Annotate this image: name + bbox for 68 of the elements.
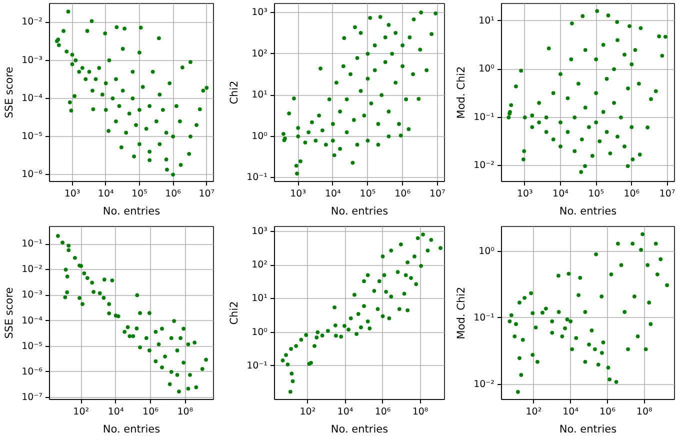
x-tick-label: 10⁴ (324, 188, 342, 200)
y-tick-label: 10⁻² (474, 379, 495, 390)
x-tick-label: 10² (300, 406, 316, 418)
y-tick-label: 10⁻¹ (246, 172, 268, 184)
y-tick-label: 10¹ (478, 15, 495, 26)
x-tick-label: 10⁴ (98, 188, 114, 200)
x-tick-label: 10⁸ (412, 406, 428, 418)
y-tick-label: 10⁻⁴ (22, 315, 43, 326)
x-axis-title: No. entries (102, 206, 160, 218)
y-tick-label: 10⁻¹ (246, 360, 268, 372)
y-axis-title: Chi2 (228, 80, 241, 104)
y-axis-title: Chi2 (228, 301, 241, 325)
y-tick-label: 10⁻² (474, 160, 495, 172)
x-axis-title: No. entries (559, 206, 617, 218)
x-tick-label: 10⁶ (600, 406, 616, 418)
y-tick-label: 10⁻⁶ (22, 366, 43, 378)
y-tick-label: 10⁻¹ (474, 312, 495, 324)
y-tick-label: 10⁻¹ (474, 112, 495, 123)
y-tick-label: 10⁻⁴ (22, 92, 43, 104)
x-tick-label: 10³ (516, 188, 534, 200)
x-tick-label: 10⁶ (165, 188, 182, 200)
y-tick-label: 10⁰ (252, 130, 268, 142)
x-tick-label: 10⁸ (636, 406, 653, 418)
x-tick-label: 10² (526, 406, 542, 418)
x-axis-title: No. entries (330, 424, 388, 436)
x-tick-label: 10⁴ (562, 406, 579, 418)
x-tick-label: 10⁶ (394, 188, 411, 200)
x-axis-title: No. entries (102, 424, 160, 436)
x-tick-label: 10⁷ (198, 188, 215, 200)
y-tick-label: 10² (252, 48, 268, 60)
y-tick-label: 10¹ (252, 293, 268, 304)
y-tick-label: 10⁰ (478, 246, 495, 257)
y-axis-title: Mod. Chi2 (456, 66, 468, 119)
y-axis-title: SSE score (4, 287, 16, 339)
x-axis-title: No. entries (330, 206, 388, 218)
x-tick-label: 10⁴ (552, 188, 569, 200)
x-tick-label: 10⁵ (132, 188, 148, 200)
y-tick-label: 10⁻⁷ (22, 392, 43, 403)
y-tick-label: 10⁻³ (22, 54, 43, 66)
y-tick-label: 10⁻³ (22, 290, 43, 301)
x-axis-title: No. entries (559, 424, 617, 436)
x-tick-label: 10⁵ (588, 188, 604, 200)
y-tick-label: 10⁻¹ (22, 238, 43, 250)
y-tick-label: 10⁻² (22, 16, 43, 28)
x-tick-label: 10⁷ (429, 188, 446, 200)
x-tick-label: 10⁷ (659, 188, 676, 200)
x-tick-label: 10⁸ (177, 406, 194, 418)
y-tick-label: 10² (252, 260, 268, 271)
x-tick-label: 10³ (64, 188, 80, 200)
y-tick-label: 10¹ (252, 90, 268, 101)
x-tick-label: 10⁶ (142, 406, 159, 418)
y-axis-title: Mod. Chi2 (456, 286, 468, 340)
y-tick-label: 10⁻⁶ (22, 169, 43, 180)
y-tick-label: 10⁰ (478, 64, 495, 75)
x-tick-label: 10⁶ (374, 406, 391, 418)
y-tick-label: 10³ (252, 226, 268, 237)
x-tick-label: 10⁶ (624, 188, 640, 200)
y-tick-label: 10⁰ (252, 326, 268, 338)
x-tick-label: 10⁴ (108, 406, 124, 418)
x-tick-label: 10⁵ (360, 188, 376, 200)
y-tick-label: 10⁻⁵ (22, 340, 43, 352)
x-tick-label: 10⁴ (337, 406, 354, 418)
x-tick-label: 10² (73, 406, 90, 418)
x-tick-label: 10³ (290, 188, 306, 200)
y-tick-label: 10⁻⁵ (22, 131, 43, 142)
y-tick-label: 10³ (252, 6, 268, 18)
y-tick-label: 10⁻² (22, 264, 43, 276)
y-axis-title: SSE score (4, 66, 16, 118)
